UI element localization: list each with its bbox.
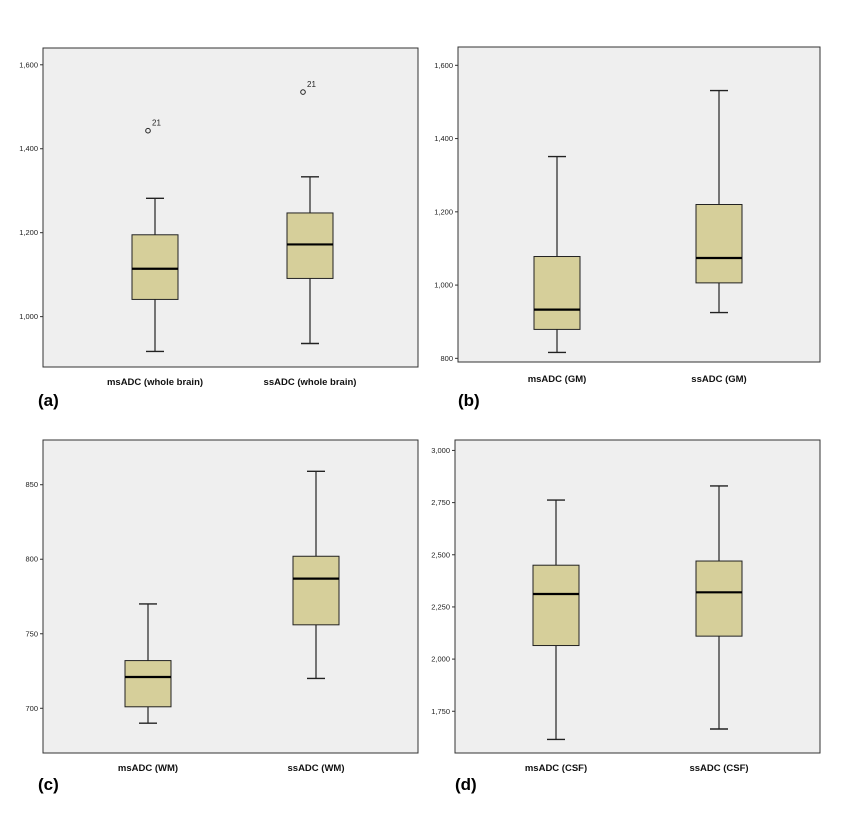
- y-tick-label: 1,000: [434, 281, 453, 290]
- box-plot-1: 21: [131, 119, 179, 353]
- y-tick-label: 2,500: [431, 550, 450, 559]
- box-plot-2: [695, 89, 743, 314]
- category-label: ssADC (GM): [691, 374, 746, 385]
- chart-panel-3: 700 750 800 850 msADC (WM) ssADC (WM) (c): [25, 439, 419, 794]
- category-label: ssADC (CSF): [689, 763, 748, 774]
- y-tick-label: 1,000: [19, 312, 38, 321]
- category-label: msADC (CSF): [525, 763, 587, 774]
- box-plot-2: [292, 470, 340, 680]
- y-tick-label: 2,250: [431, 602, 450, 611]
- y-tick-label: 3,000: [431, 446, 450, 455]
- y-tick-label: 2,000: [431, 655, 450, 664]
- y-tick-label: 700: [25, 704, 38, 713]
- iqr-box: [695, 560, 743, 637]
- iqr-box: [695, 204, 743, 284]
- panel-label: (a): [38, 391, 59, 410]
- category-label: msADC (whole brain): [107, 377, 203, 388]
- y-tick-label: 800: [440, 354, 453, 363]
- plot-area: [454, 439, 821, 754]
- iqr-box: [532, 564, 580, 647]
- panel-label: (b): [458, 391, 480, 410]
- category-label: ssADC (WM): [288, 763, 345, 774]
- y-tick-label: 750: [25, 629, 38, 638]
- iqr-box: [286, 212, 334, 279]
- chart-panel-2: 800 1,000 1,200 1,400 1,600 msADC (GM) ssADC (…: [434, 46, 821, 410]
- y-tick-label: 850: [25, 480, 38, 489]
- plot-area: [457, 46, 821, 363]
- chart-panel-1: 1,000 1,200 1,400 1,600 msADC (whole brain) s…: [19, 47, 419, 410]
- category-label: msADC (GM): [528, 374, 587, 385]
- category-label: ssADC (whole brain): [264, 377, 357, 388]
- iqr-box: [124, 660, 172, 708]
- box-plot-2: [695, 485, 743, 730]
- outlier-label: 21: [307, 80, 316, 89]
- y-tick-label: 2,750: [431, 498, 450, 507]
- y-tick-label: 1,600: [434, 61, 453, 70]
- plot-area: [42, 47, 419, 368]
- chart-panel-4: 1,750 2,000 2,250 2,500 2,750 3,000 msADC (CSF…: [431, 439, 821, 794]
- y-tick-label: 1,400: [19, 144, 38, 153]
- box-plot-1: [532, 499, 580, 741]
- category-label: msADC (WM): [118, 763, 178, 774]
- y-tick-label: 1,200: [434, 207, 453, 216]
- iqr-box: [131, 234, 179, 300]
- outlier-point: [300, 89, 306, 95]
- y-tick-label: 1,750: [431, 707, 450, 716]
- outlier-label: 21: [152, 119, 161, 128]
- iqr-box: [292, 555, 340, 626]
- panel-label: (c): [38, 775, 59, 794]
- iqr-box: [533, 256, 581, 330]
- box-plot-1: [124, 603, 172, 724]
- panel-label: (d): [455, 775, 477, 794]
- y-tick-label: 1,600: [19, 60, 38, 69]
- y-tick-label: 1,200: [19, 228, 38, 237]
- outlier-point: [145, 127, 151, 134]
- plot-area: [42, 439, 419, 754]
- box-plot-1: [533, 155, 581, 354]
- y-tick-label: 800: [25, 555, 38, 564]
- y-tick-label: 1,400: [434, 134, 453, 143]
- box-plot-2: 21: [286, 80, 334, 345]
